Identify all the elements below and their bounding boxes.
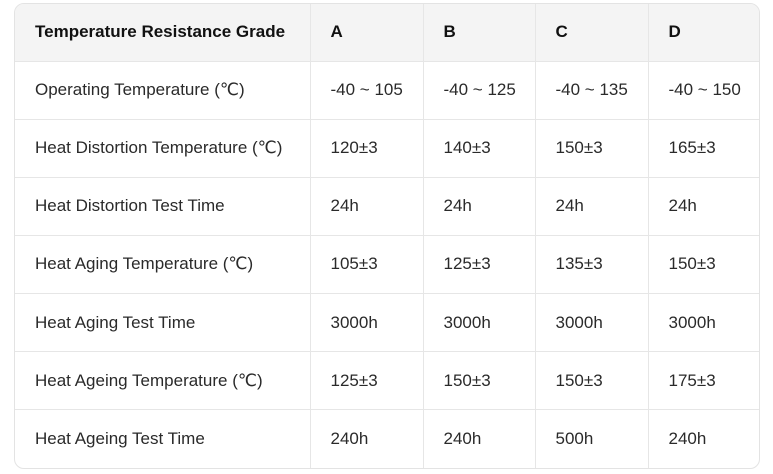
row-label: Operating Temperature (℃) (15, 61, 311, 120)
table-row: Heat Ageing Test Time 240h 240h 500h 240… (15, 409, 759, 468)
row-label: Heat Aging Test Time (15, 293, 311, 353)
header-cell-grade: Temperature Resistance Grade (15, 4, 311, 62)
row-label: Heat Ageing Test Time (15, 409, 311, 468)
table-cell: 24h (310, 177, 424, 236)
table-cell: 105±3 (310, 235, 424, 295)
table-row: Operating Temperature (℃) -40 ~ 105 -40 … (15, 61, 759, 120)
table-cell: -40 ~ 150 (648, 61, 759, 120)
table-cell: 24h (423, 177, 536, 236)
table-cell: 24h (535, 177, 649, 236)
table-cell: 240h (668, 429, 707, 449)
table-cell: 500h (535, 409, 649, 468)
table-cell: 175±3 (648, 351, 759, 411)
table-cell: 135±3 (535, 235, 649, 295)
table-cell: -40 ~ 125 (423, 61, 536, 120)
table-row: Heat Distortion Temperature (℃) 120±3 14… (15, 119, 759, 178)
row-label: Heat Ageing Temperature (℃) (15, 351, 311, 411)
table-cell: 3000h (423, 293, 536, 353)
table-cell: 150±3 (535, 351, 649, 411)
header-cell-a: A (310, 4, 424, 62)
table-cell: 150±3 (535, 119, 649, 178)
row-label: Heat Aging Temperature (℃) (15, 235, 311, 295)
temperature-grade-table-container: Temperature Resistance Grade A B C D Ope… (14, 3, 760, 469)
table-cell: 3000h (535, 293, 649, 353)
table-cell: 125±3 (423, 235, 536, 295)
table-row: Heat Ageing Temperature (℃) 125±3 150±3 … (15, 351, 759, 411)
table-cell: 3000h (648, 293, 759, 353)
table-cell: 3000h (310, 293, 424, 353)
table-cell: 120±3 (310, 119, 424, 178)
table-cell: -40 ~ 105 (310, 61, 424, 120)
header-cell-c: C (535, 4, 649, 62)
table-cell: 240h (310, 409, 424, 468)
table-header-row: Temperature Resistance Grade A B C D (15, 4, 759, 62)
table-row: Heat Distortion Test Time 24h 24h 24h 24… (15, 177, 759, 236)
header-cell-d: D (648, 4, 759, 62)
table-cell: -40 ~ 135 (535, 61, 649, 120)
table-cell: 140±3 (423, 119, 536, 178)
table-cell: 125±3 (310, 351, 424, 411)
table-cell: 240h (423, 409, 536, 468)
row-label: Heat Distortion Temperature (℃) (15, 119, 311, 178)
table-cell: 24h (648, 177, 759, 236)
table-cell: 150±3 (423, 351, 536, 411)
table-row: Heat Aging Temperature (℃) 105±3 125±3 1… (15, 235, 759, 295)
row-label: Heat Distortion Test Time (15, 177, 311, 236)
table-cell: 150±3 (648, 235, 759, 295)
header-cell-b: B (423, 4, 536, 62)
table-cell: 165±3 (648, 119, 759, 178)
table-row: Heat Aging Test Time 3000h 3000h 3000h 3… (15, 293, 759, 353)
temperature-grade-table: Temperature Resistance Grade A B C D Ope… (15, 4, 759, 468)
